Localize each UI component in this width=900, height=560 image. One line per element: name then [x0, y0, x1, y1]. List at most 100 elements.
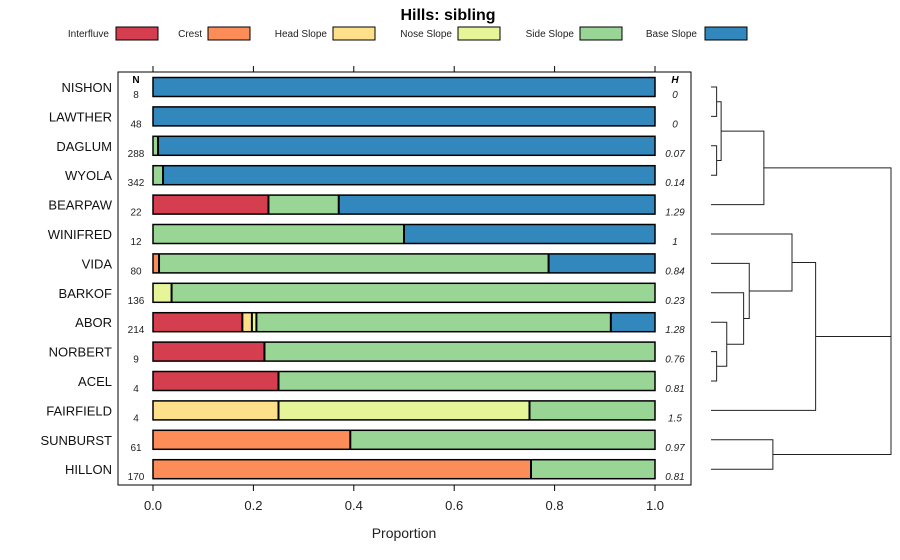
bar-segment-side-slope [171, 283, 655, 303]
bar-outline [152, 135, 656, 157]
dendrogram-link [711, 233, 793, 292]
dendrogram-link [711, 351, 718, 382]
h-value: 0.14 [665, 178, 685, 189]
h-value: 1.28 [665, 325, 685, 336]
bar-outline [152, 341, 656, 362]
n-header: N [132, 75, 139, 86]
dendrogram-link [711, 86, 718, 117]
n-value: 136 [128, 296, 145, 307]
legend-label-nose-slope: Nose Slope [400, 29, 452, 40]
dendrogram-link [716, 101, 722, 161]
bar-outline [152, 458, 656, 480]
legend-label-interfluve: Interfluve [68, 29, 110, 40]
bar-outline [152, 370, 656, 392]
n-value: 214 [128, 325, 145, 336]
n-value: 288 [128, 149, 145, 160]
bar-segment-side-slope [159, 253, 549, 273]
row-label: FAIRFIELD [46, 403, 112, 418]
legend-label-head-slope: Head Slope [275, 29, 328, 40]
row-acel: ACEL 4 0.81 [78, 370, 685, 395]
h-value: 0.84 [665, 266, 685, 277]
bar-segment-base-slope [338, 195, 655, 215]
chart-title: Hills: sibling [400, 7, 495, 24]
bar-outline [152, 253, 656, 274]
bar-segment-nose-slope [251, 312, 257, 332]
legend-swatch-side-slope [579, 26, 623, 41]
dendrogram-link [711, 439, 774, 470]
x-axis-title: Proportion [372, 525, 437, 541]
legend-label-crest: Crest [178, 29, 202, 40]
h-header: H [671, 75, 679, 86]
row-fairfield: FAIRFIELD 4 1.5 [46, 400, 682, 424]
n-value: 22 [130, 208, 142, 219]
h-value: 1.29 [665, 208, 685, 219]
h-value: 1 [672, 237, 678, 248]
row-daglum: DAGLUM 288 0.07 [56, 135, 685, 160]
bar-outline [152, 106, 656, 127]
dendrogram-link [763, 167, 892, 396]
row-norbert: NORBERT 9 0.76 [49, 341, 685, 366]
x-axis: 0.0 0.2 0.4 0.6 0.8 1.0 [144, 66, 664, 513]
bar-segment-crest [153, 430, 351, 450]
legend: Interfluve Crest Head Slope Nose Slope Side … [68, 26, 748, 41]
bar-segment-base-slope [610, 312, 655, 332]
bar-segment-side-slope [350, 430, 655, 450]
h-value: 0 [672, 119, 678, 130]
h-value: 0.23 [665, 296, 685, 307]
bar-outline [152, 429, 656, 451]
row-sunburst: SUNBURST 61 0.97 [40, 429, 685, 454]
bar-segment-side-slope [278, 371, 655, 391]
h-value: 0.81 [665, 384, 684, 395]
h-value: 0.76 [665, 355, 685, 366]
row-label: SUNBURST [40, 433, 112, 448]
x-tick-label: 0.0 [144, 498, 162, 513]
x-tick-label: 1.0 [646, 498, 664, 513]
bar-segment-base-slope [163, 165, 656, 185]
row-winifred: WINIFRED 12 1 [48, 223, 678, 248]
row-label: BARKOF [59, 286, 113, 301]
bar-segment-interfluve [153, 195, 269, 215]
dendrogram [711, 86, 892, 470]
bar-segment-side-slope [256, 312, 611, 332]
dendrogram-link [711, 130, 765, 206]
bar-segment-head-slope [242, 312, 252, 332]
row-label: ACEL [78, 374, 112, 389]
bar-segment-side-slope [153, 136, 159, 156]
row-hillon: HILLON 170 0.81 [65, 458, 685, 483]
n-value: 12 [130, 237, 142, 248]
row-bearpaw: BEARPAW 22 1.29 [48, 194, 685, 219]
n-value: 8 [133, 90, 139, 101]
bar-segment-side-slope [264, 342, 655, 362]
bar-segment-base-slope [153, 77, 655, 97]
row-barkof: BARKOF 136 0.23 [59, 282, 685, 307]
n-value: 342 [128, 178, 145, 189]
bar-segment-side-slope [153, 165, 164, 185]
n-value: 4 [133, 384, 139, 395]
legend-label-base-slope: Base Slope [646, 29, 698, 40]
h-value: 0 [672, 90, 678, 101]
n-value: 80 [130, 266, 142, 277]
dendrogram-link [711, 292, 745, 345]
n-value: 9 [133, 355, 139, 366]
bar-segment-side-slope [153, 224, 404, 244]
n-value: 170 [128, 472, 145, 483]
h-value: 0.81 [665, 472, 684, 483]
row-vida: VIDA 80 0.84 [82, 253, 685, 277]
n-value: 4 [133, 413, 139, 424]
legend-swatch-head-slope [332, 26, 376, 41]
bar-segment-base-slope [158, 136, 655, 156]
legend-swatch-interfluve [115, 26, 159, 41]
bar-segment-interfluve [153, 342, 265, 362]
row-label: ABOR [75, 315, 112, 330]
row-abor: ABOR 214 1.28 [75, 311, 685, 336]
bar-segment-nose-slope [153, 283, 172, 303]
row-label: NORBERT [49, 345, 112, 360]
bar-outline [152, 223, 656, 245]
plot-frame [117, 71, 692, 486]
bar-outline [152, 76, 656, 98]
h-value: 1.5 [668, 413, 682, 424]
n-value: 61 [130, 443, 142, 454]
h-value: 0.07 [665, 149, 685, 160]
